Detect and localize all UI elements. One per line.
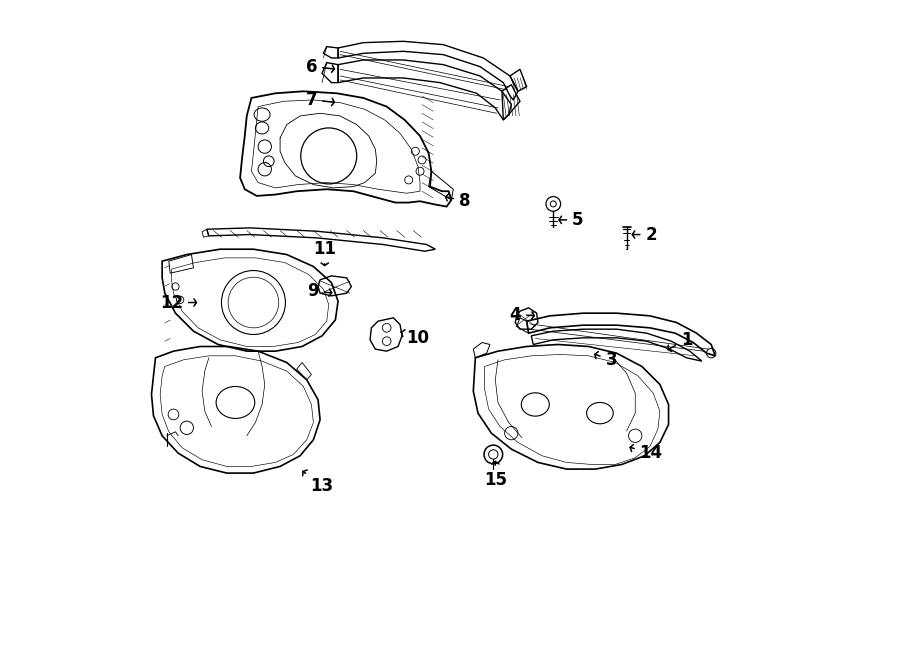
Text: 3: 3	[595, 351, 617, 369]
Text: 14: 14	[630, 444, 662, 462]
Text: 4: 4	[509, 305, 535, 323]
Text: 7: 7	[306, 91, 335, 109]
Text: 11: 11	[313, 240, 337, 266]
Text: 10: 10	[401, 329, 429, 347]
Text: 12: 12	[160, 293, 196, 311]
Text: 2: 2	[633, 225, 657, 243]
Text: 9: 9	[308, 282, 332, 300]
Text: 6: 6	[306, 58, 335, 75]
Text: 13: 13	[302, 470, 334, 496]
Text: 5: 5	[559, 211, 584, 229]
Text: 15: 15	[484, 461, 507, 488]
Text: 1: 1	[668, 330, 692, 352]
Text: 8: 8	[446, 192, 471, 210]
